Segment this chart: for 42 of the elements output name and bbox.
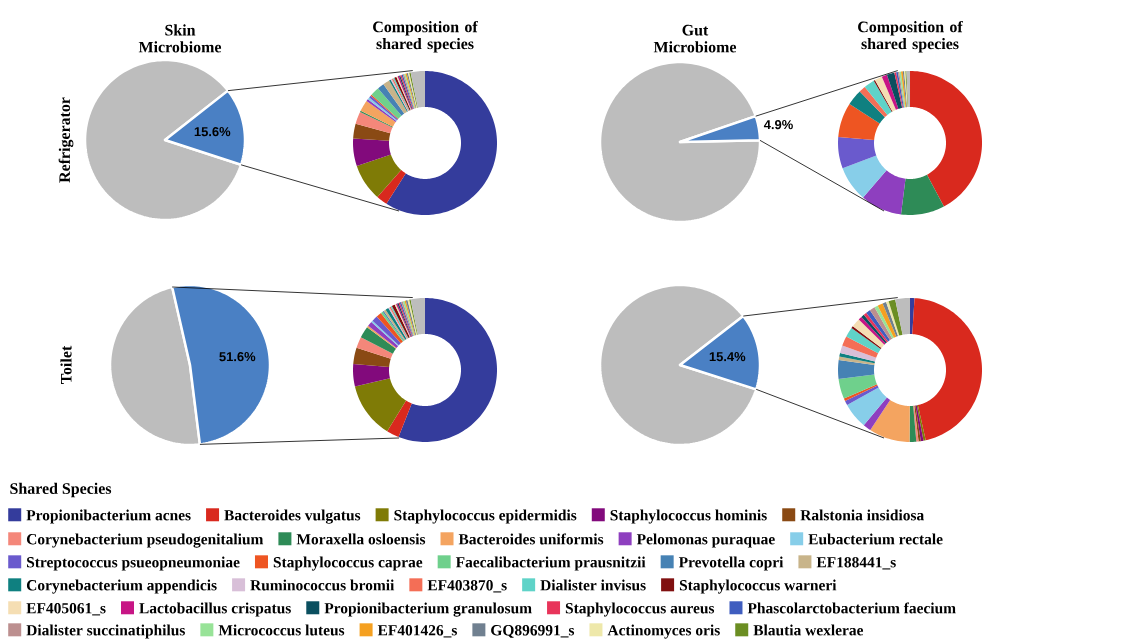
legend-label: Staphylococcus warneri xyxy=(679,579,837,594)
legend-label: Phascolarctobacterium faecium xyxy=(747,602,956,614)
legend-label: Faecalibacterium prausnitzii xyxy=(455,556,646,571)
legend-label: Propionibacterium acnes xyxy=(26,509,191,524)
legend-label: EF403870_s xyxy=(427,580,507,593)
legend-label: Propionibacterium granulosum xyxy=(324,602,532,617)
legend-label: Bacteroides uniformis xyxy=(458,533,604,545)
legend-label: Micrococcus luteus xyxy=(218,624,345,636)
legend-label: Blautia wexlerae xyxy=(753,624,864,636)
chart-title: Gut Microbiome xyxy=(653,24,737,53)
legend-label: Ralstonia insidiosa xyxy=(800,509,924,521)
legend-label: Prevotella copri xyxy=(678,556,784,571)
chart-title: Skin Microbiome xyxy=(138,24,222,53)
legend-label: Bacteroides vulgatus xyxy=(224,509,361,524)
legend-title: Shared Species xyxy=(10,482,112,498)
legend-label: Actinomyces oris xyxy=(607,624,720,639)
legend-label: Corynebacterium appendicis xyxy=(26,579,217,594)
legend-label: Dialister succinatiphilus xyxy=(26,624,185,639)
chart-title: Composition of shared species xyxy=(858,20,963,53)
legend-label: Eubacterium rectale xyxy=(808,533,943,545)
chart-title: Composition of shared species xyxy=(373,20,478,53)
legend-label: Streptococcus psueopneumoniae xyxy=(27,556,240,571)
legend-label: Staphylococcus hominis xyxy=(610,509,767,524)
legend-label: Staphylococcus aureus xyxy=(565,602,715,617)
legend-label: Ruminococcus bromii xyxy=(250,579,395,591)
data-label: 51.6% xyxy=(219,352,256,362)
legend-label: Moraxella osloensis xyxy=(296,533,426,545)
legend-label: EF405061_s xyxy=(26,603,106,616)
legend-label: GQ896991_s xyxy=(491,625,575,638)
legend-label: EF188441_s xyxy=(816,557,896,570)
legend-label: Staphylococcus caprae xyxy=(273,556,423,571)
text: Refrigerator xyxy=(58,97,74,183)
legend-label: Corynebacterium pseudogenitalium xyxy=(26,533,264,548)
data-label: 4.9% xyxy=(763,120,793,130)
text: Toilet xyxy=(60,345,72,384)
legend-label: Staphylococcus epidermidis xyxy=(394,509,577,524)
legend-label: Pelomonas puraquae xyxy=(636,533,775,548)
legend-label: Lactobacillus crispatus xyxy=(139,602,291,617)
data-label: 15.4% xyxy=(709,352,746,362)
data-label: 15.6% xyxy=(194,127,231,137)
legend-label: Dialister invisus xyxy=(540,579,646,591)
legend-label: EF401426_s xyxy=(377,625,457,638)
